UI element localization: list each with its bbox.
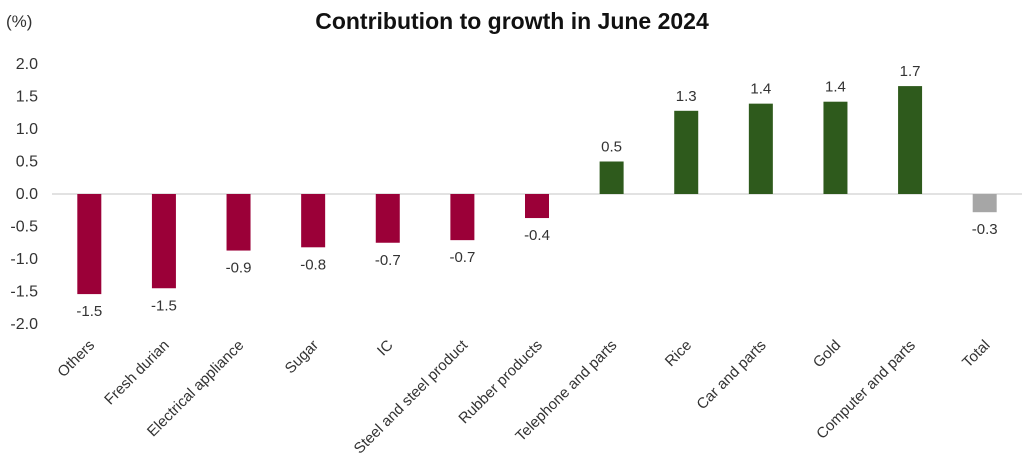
data-labels: -1.5 -1.5 -0.9 -0.8 -0.7 -0.7 -0.4 0.5 1.3 1.4 1.4… — [76, 63, 997, 320]
bar — [823, 101, 848, 194]
y-axis-ticks: 2.0 1.5 1.0 0.5 0.0 -0.5 -1.0 -1.5 -2.0 — [10, 56, 38, 333]
data-label: 1.4 — [825, 79, 846, 96]
data-label: -0.7 — [449, 249, 475, 266]
bar — [301, 194, 326, 248]
category-label: Car and parts — [693, 337, 769, 413]
data-label: -0.9 — [226, 260, 252, 277]
data-label: -0.3 — [972, 221, 998, 238]
y-tick-label: -0.5 — [10, 219, 38, 236]
data-label: -0.7 — [375, 252, 401, 269]
data-label: -0.8 — [300, 256, 326, 273]
bar — [226, 194, 251, 251]
bar — [450, 194, 475, 241]
category-label: Gold — [810, 337, 844, 371]
chart-title: Contribution to growth in June 2024 — [315, 8, 709, 34]
category-label: Steel and steel product — [351, 336, 472, 457]
data-label: 1.4 — [750, 81, 771, 98]
data-label: 1.3 — [676, 88, 697, 105]
category-label: Rice — [662, 337, 695, 370]
bar — [972, 194, 997, 213]
bar — [375, 194, 400, 243]
y-tick-label: 0.5 — [16, 154, 38, 171]
y-tick-label: 2.0 — [16, 56, 38, 73]
y-axis-unit-label: (%) — [6, 12, 33, 31]
y-tick-label: 0.0 — [16, 186, 38, 203]
category-label: Others — [54, 337, 98, 381]
bar — [748, 103, 773, 194]
bar — [151, 194, 176, 289]
y-tick-label: -2.0 — [10, 316, 38, 333]
bar — [674, 110, 699, 194]
bar — [525, 194, 549, 219]
category-label: Fresh durian — [101, 337, 173, 409]
category-label: Sugar — [282, 337, 322, 377]
y-tick-label: 1.0 — [16, 121, 38, 138]
bar — [898, 86, 923, 194]
bars — [77, 86, 997, 295]
data-label: -0.4 — [524, 227, 550, 244]
bar — [599, 161, 624, 194]
y-tick-label: -1.0 — [10, 251, 38, 268]
data-label: -1.5 — [151, 297, 177, 314]
y-tick-label: -1.5 — [10, 284, 38, 301]
data-label: 1.7 — [900, 63, 921, 80]
bar — [77, 194, 102, 295]
data-label: -1.5 — [76, 303, 102, 320]
category-label: IC — [374, 337, 397, 360]
category-label: Total — [959, 337, 993, 371]
y-tick-label: 1.5 — [16, 89, 38, 106]
data-label: 0.5 — [601, 139, 622, 156]
